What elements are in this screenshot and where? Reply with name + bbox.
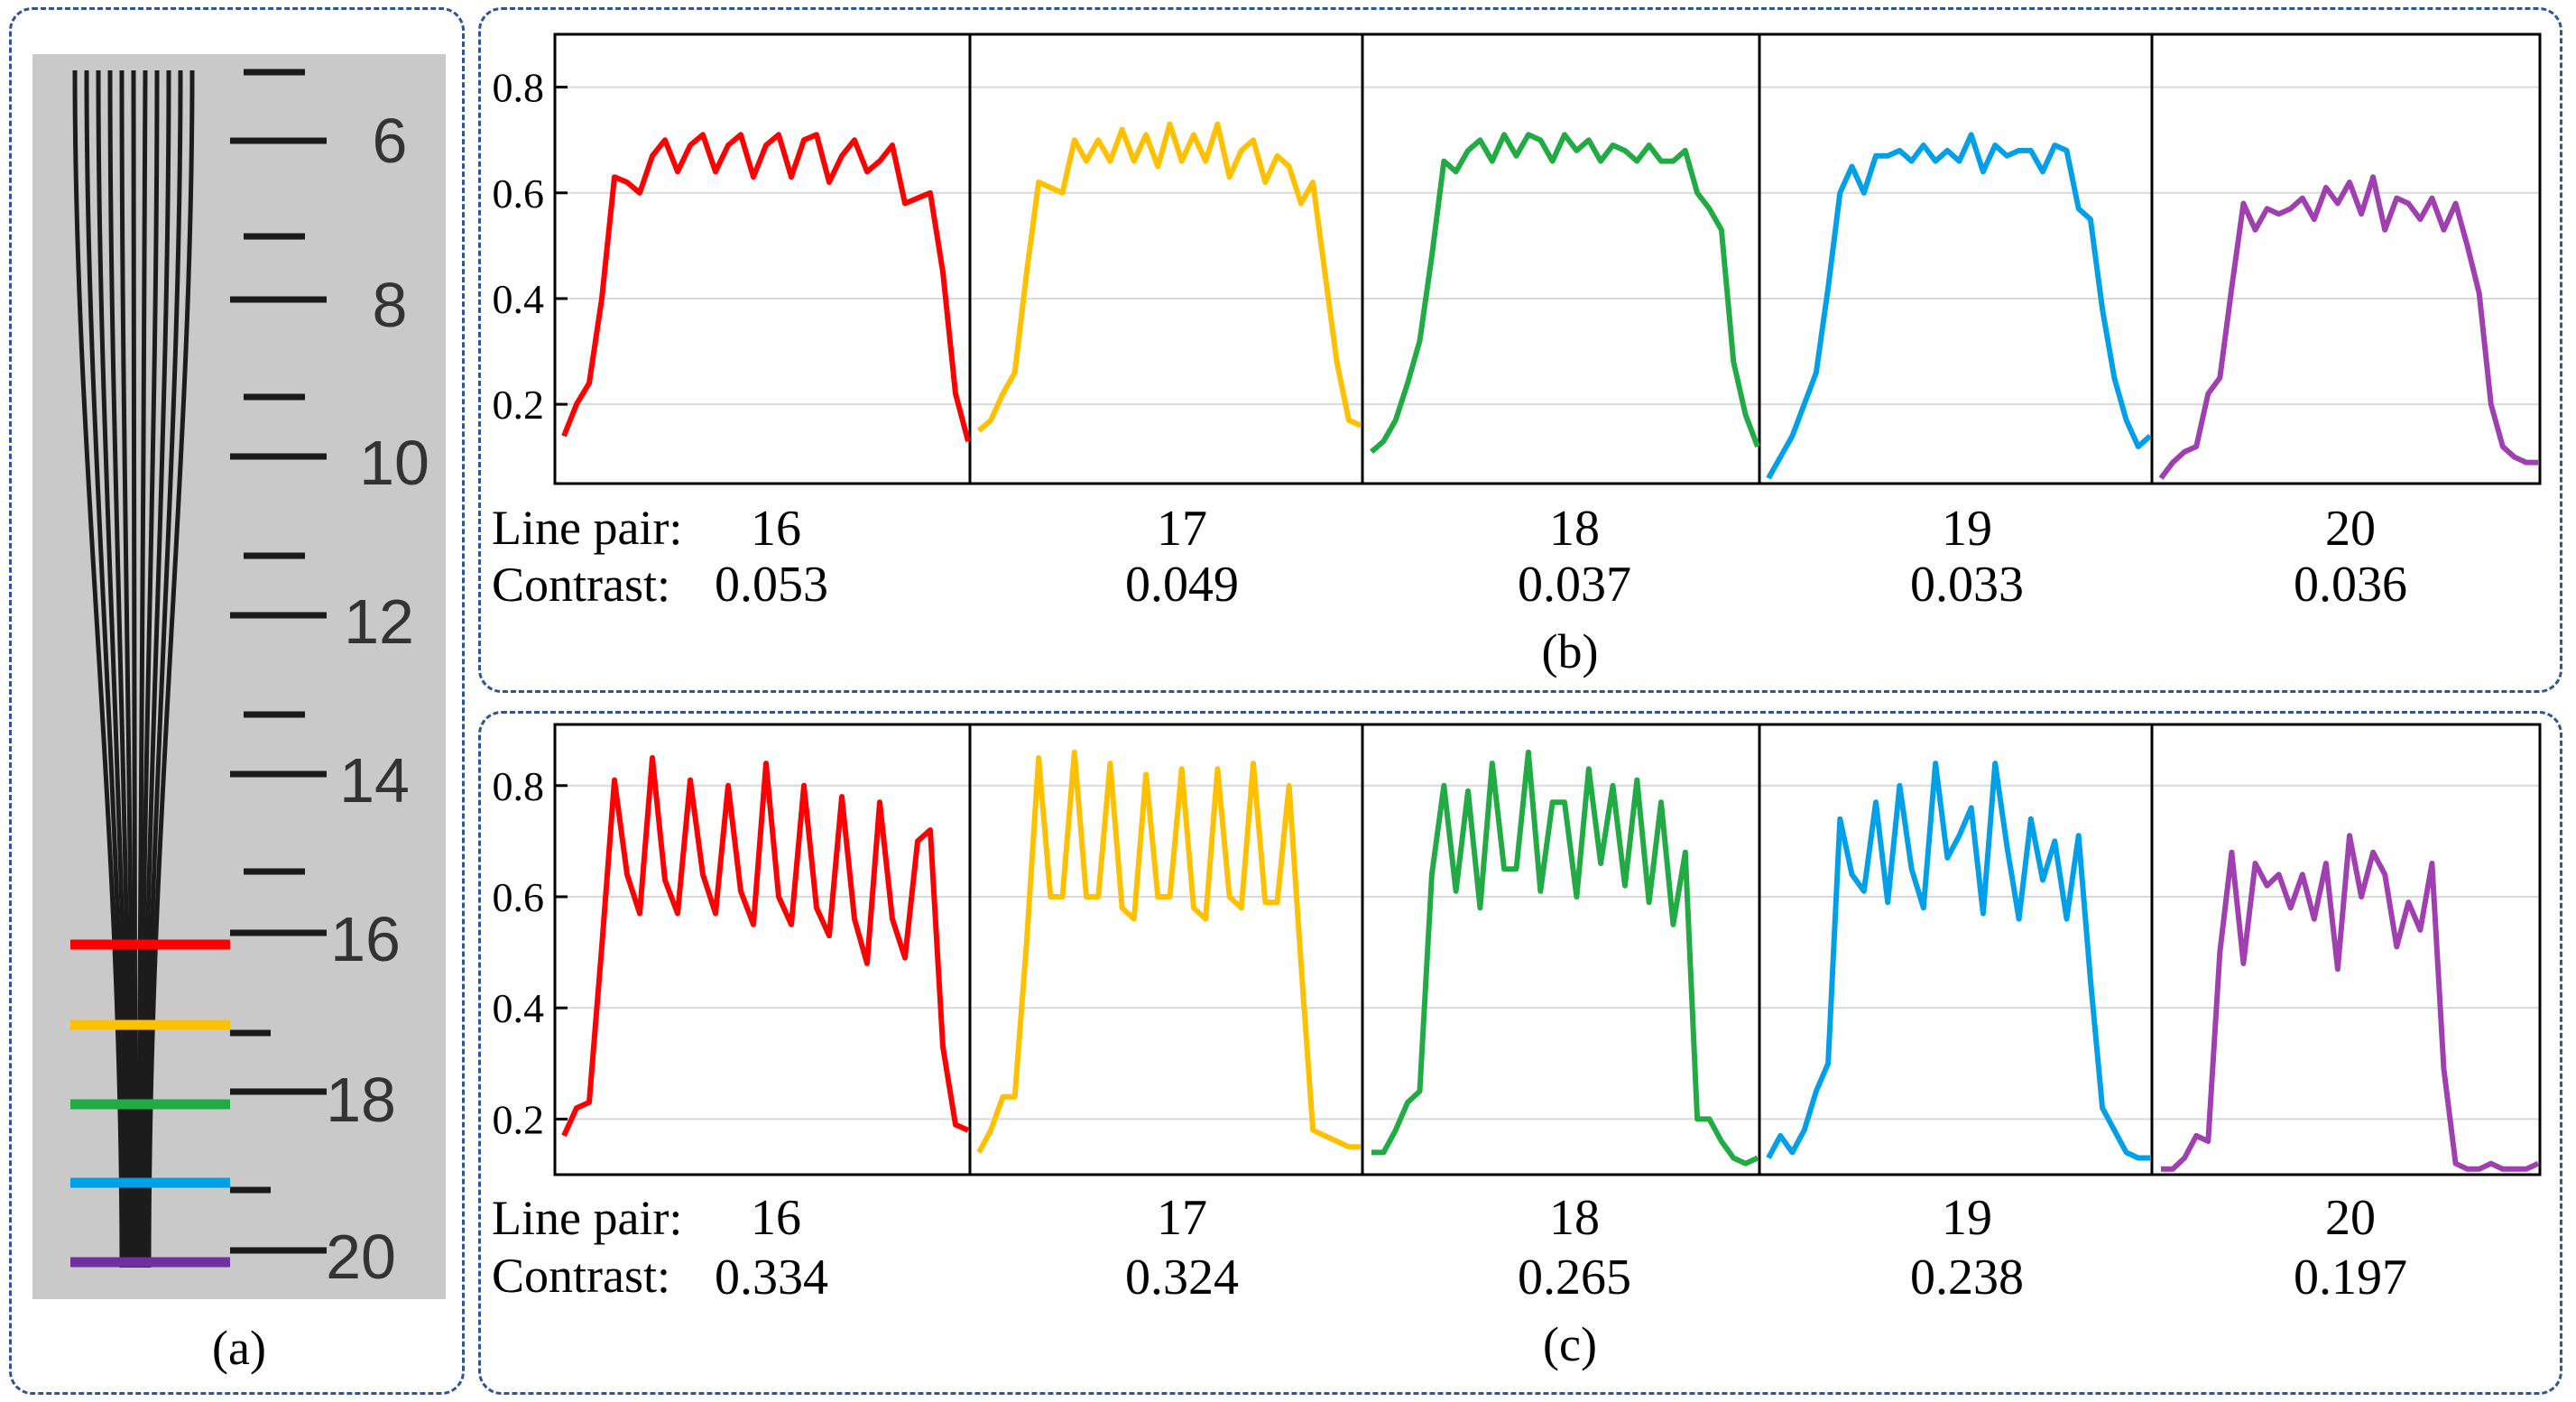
chart-c-contrast-20: 0.197 bbox=[2294, 1250, 2407, 1305]
phantom-line bbox=[146, 69, 195, 1268]
phantom-line bbox=[135, 69, 148, 1268]
tick-label-16: 16 bbox=[330, 904, 401, 974]
y-tick-label: 0.6 bbox=[493, 874, 545, 920]
chart-b-contrast-16: 0.053 bbox=[715, 557, 828, 613]
phantom-line bbox=[138, 69, 160, 1268]
panel-a-frame bbox=[9, 7, 465, 1395]
y-tick-label: 0.4 bbox=[493, 985, 545, 1031]
chart-b-line-pair-17: 17 bbox=[1157, 501, 1207, 557]
y-tick-label: 0.8 bbox=[493, 65, 545, 111]
plot-frame bbox=[553, 723, 2542, 1176]
chart-c: Line pair: Contrast: 16 17 18 19 20 0.33… bbox=[492, 723, 2542, 1371]
chart-c-line-pair-17: 17 bbox=[1157, 1190, 1207, 1246]
phantom-line bbox=[141, 69, 171, 1268]
chart-b-line-pair-label: Line pair: bbox=[492, 501, 682, 555]
series-line-17 bbox=[976, 749, 1361, 1154]
y-tick-label: 0.6 bbox=[493, 171, 545, 217]
tick-label-18: 18 bbox=[326, 1065, 396, 1135]
phantom-scale-ticks bbox=[230, 69, 327, 1254]
panel-c-caption: (c) bbox=[1543, 1317, 1597, 1371]
chart-b-contrast-19: 0.033 bbox=[1910, 557, 2024, 613]
series-line-18 bbox=[1370, 132, 1760, 455]
chart-b-contrast-17: 0.049 bbox=[1125, 557, 1239, 613]
chart-b-line-pair-19: 19 bbox=[1942, 501, 1992, 557]
panel-c-frame bbox=[478, 711, 2562, 1395]
chart-c-line-pair-18: 18 bbox=[1549, 1190, 1600, 1246]
panel-b-frame bbox=[478, 7, 2562, 693]
chart-c-line-pair-16: 16 bbox=[751, 1190, 801, 1246]
chart-b-contrast-18: 0.037 bbox=[1518, 557, 1631, 613]
tick-label-10: 10 bbox=[359, 428, 429, 498]
phantom-line bbox=[143, 69, 183, 1268]
panel-a-caption: (a) bbox=[212, 1321, 266, 1375]
series-line-16 bbox=[561, 132, 971, 442]
tick-label-8: 8 bbox=[373, 270, 408, 340]
chart-b-line-pair-20: 20 bbox=[2325, 501, 2376, 557]
chart-c-contrast-17: 0.324 bbox=[1125, 1250, 1239, 1305]
chart-c-contrast-19: 0.238 bbox=[1910, 1250, 2024, 1305]
phantom-profile-markers bbox=[70, 939, 230, 1268]
chart-c-contrast-16: 0.334 bbox=[715, 1250, 828, 1305]
y-tick-label: 0.2 bbox=[493, 1096, 545, 1142]
tick-label-14: 14 bbox=[339, 745, 410, 816]
plot-frame bbox=[553, 32, 2542, 485]
chart-c-contrast-label: Contrast: bbox=[492, 1249, 670, 1303]
chart-b-contrast-label: Contrast: bbox=[492, 558, 670, 612]
phantom-line bbox=[107, 69, 133, 1268]
series-line-17 bbox=[977, 121, 1362, 433]
chart-c-line-pair-19: 19 bbox=[1942, 1190, 1992, 1246]
phantom-line bbox=[84, 69, 127, 1268]
chart-b-contrast-20: 0.036 bbox=[2294, 557, 2407, 613]
tick-label-6: 6 bbox=[373, 106, 408, 176]
chart-c-line-pair-label: Line pair: bbox=[492, 1191, 682, 1245]
phantom-line bbox=[131, 69, 138, 1268]
series-line-18 bbox=[1371, 749, 1759, 1167]
phantom-line bbox=[119, 69, 135, 1268]
series-line-19 bbox=[1766, 132, 2152, 480]
series-line-19 bbox=[1766, 761, 2150, 1161]
tick-label-20: 20 bbox=[326, 1222, 396, 1292]
chart-c-line-pair-20: 20 bbox=[2325, 1190, 2376, 1246]
chart-b-line-pair-16: 16 bbox=[751, 501, 801, 557]
phantom-panel: 6 8 10 12 14 16 18 20 (a) bbox=[32, 54, 446, 1375]
panel-b-caption: (b) bbox=[1542, 624, 1599, 678]
tick-label-12: 12 bbox=[344, 586, 414, 657]
y-tick-label: 0.8 bbox=[493, 763, 545, 809]
phantom-line bbox=[72, 69, 125, 1268]
series-line-16 bbox=[561, 755, 970, 1138]
phantom-line bbox=[96, 69, 130, 1268]
series-line-20 bbox=[2161, 833, 2540, 1172]
chart-c-contrast-18: 0.265 bbox=[1518, 1250, 1631, 1305]
series-line-20 bbox=[2158, 174, 2538, 480]
chart-b-line-pair-18: 18 bbox=[1549, 501, 1600, 557]
phantom-line-pairs bbox=[72, 69, 195, 1268]
chart-b: Line pair: Contrast: 16 17 18 19 20 0.05… bbox=[492, 32, 2542, 678]
y-tick-label: 0.4 bbox=[493, 276, 545, 322]
y-tick-label: 0.2 bbox=[493, 382, 545, 428]
